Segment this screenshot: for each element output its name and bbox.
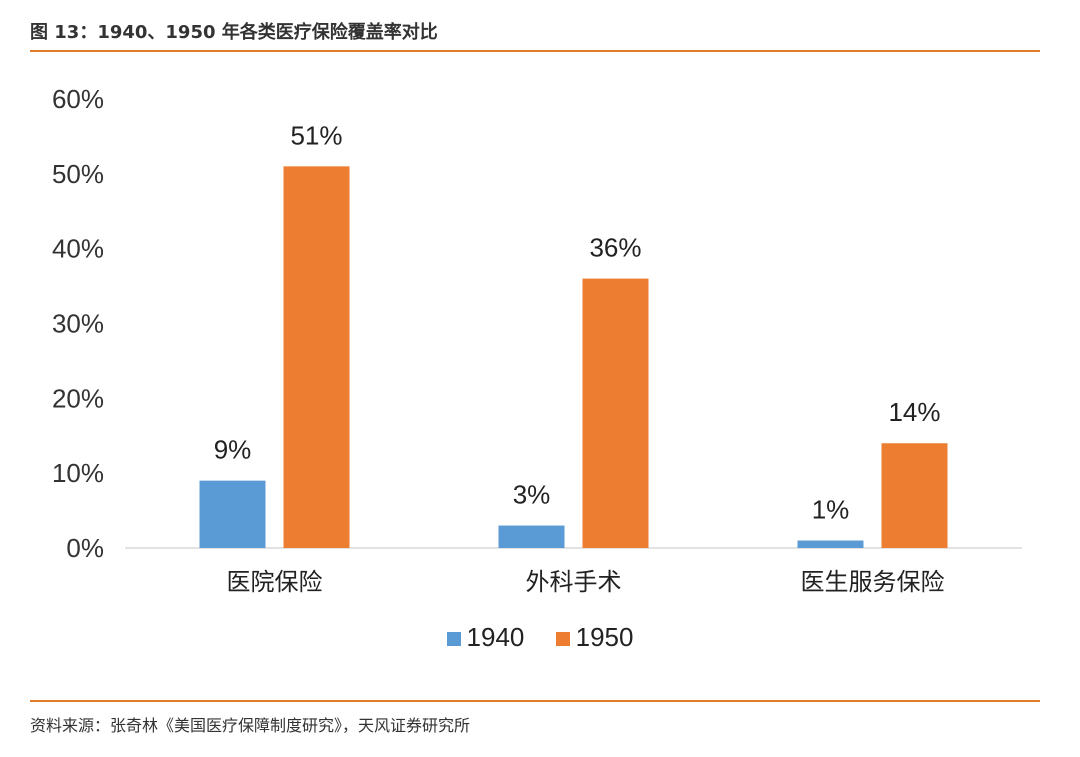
legend-item-1940: 1940 <box>446 622 525 653</box>
x-axis: 医院保险 外科手术 医生服务保险 <box>227 568 945 596</box>
legend-label-1950: 1950 <box>575 622 634 652</box>
legend: 1940 1950 <box>0 622 1080 653</box>
footer-divider <box>30 700 1040 702</box>
bar-1950-0 <box>283 166 350 548</box>
data-label-1950-1: 36% <box>589 233 641 263</box>
data-label-1950-0: 51% <box>290 120 342 150</box>
bar-1940-1 <box>498 525 565 548</box>
legend-swatch-1950 <box>555 632 570 647</box>
y-axis: 0% 10% 20% 30% 40% 50% 60% <box>52 84 104 563</box>
legend-swatch-1940 <box>446 632 461 647</box>
data-label-1950-2: 14% <box>888 397 940 427</box>
data-label-1940-1: 3% <box>513 480 551 510</box>
legend-label-1940: 1940 <box>466 622 525 652</box>
bar-1950-2 <box>881 443 948 548</box>
x-category-label: 医生服务保险 <box>801 568 945 596</box>
y-tick-label: 60% <box>52 84 104 114</box>
bars: 9% 51% 3% 36% 1% 14% <box>199 120 948 548</box>
source-note: 资料来源：张奇林《美国医疗保障制度研究》，天风证券研究所 <box>30 716 471 735</box>
data-label-1940-0: 9% <box>214 435 252 465</box>
y-tick-label: 20% <box>52 383 104 413</box>
bar-chart: 0% 10% 20% 30% 40% 50% 60% 9% 51% 3% 36% 1% 14% 医院保… <box>52 84 1022 596</box>
y-tick-label: 0% <box>66 533 104 563</box>
bar-1940-0 <box>199 480 266 548</box>
bar-1950-1 <box>582 278 649 548</box>
legend-item-1950: 1950 <box>555 622 634 653</box>
bar-1940-2 <box>797 540 864 548</box>
header-divider <box>30 50 1040 52</box>
y-tick-label: 10% <box>52 458 104 488</box>
y-tick-label: 40% <box>52 234 104 264</box>
x-category-label: 外科手术 <box>526 568 622 596</box>
y-tick-label: 30% <box>52 309 104 339</box>
y-tick-label: 50% <box>52 159 104 189</box>
x-category-label: 医院保险 <box>227 568 323 596</box>
figure-title: 图 13：1940、1950 年各类医疗保险覆盖率对比 <box>30 22 438 43</box>
data-label-1940-2: 1% <box>812 495 850 525</box>
